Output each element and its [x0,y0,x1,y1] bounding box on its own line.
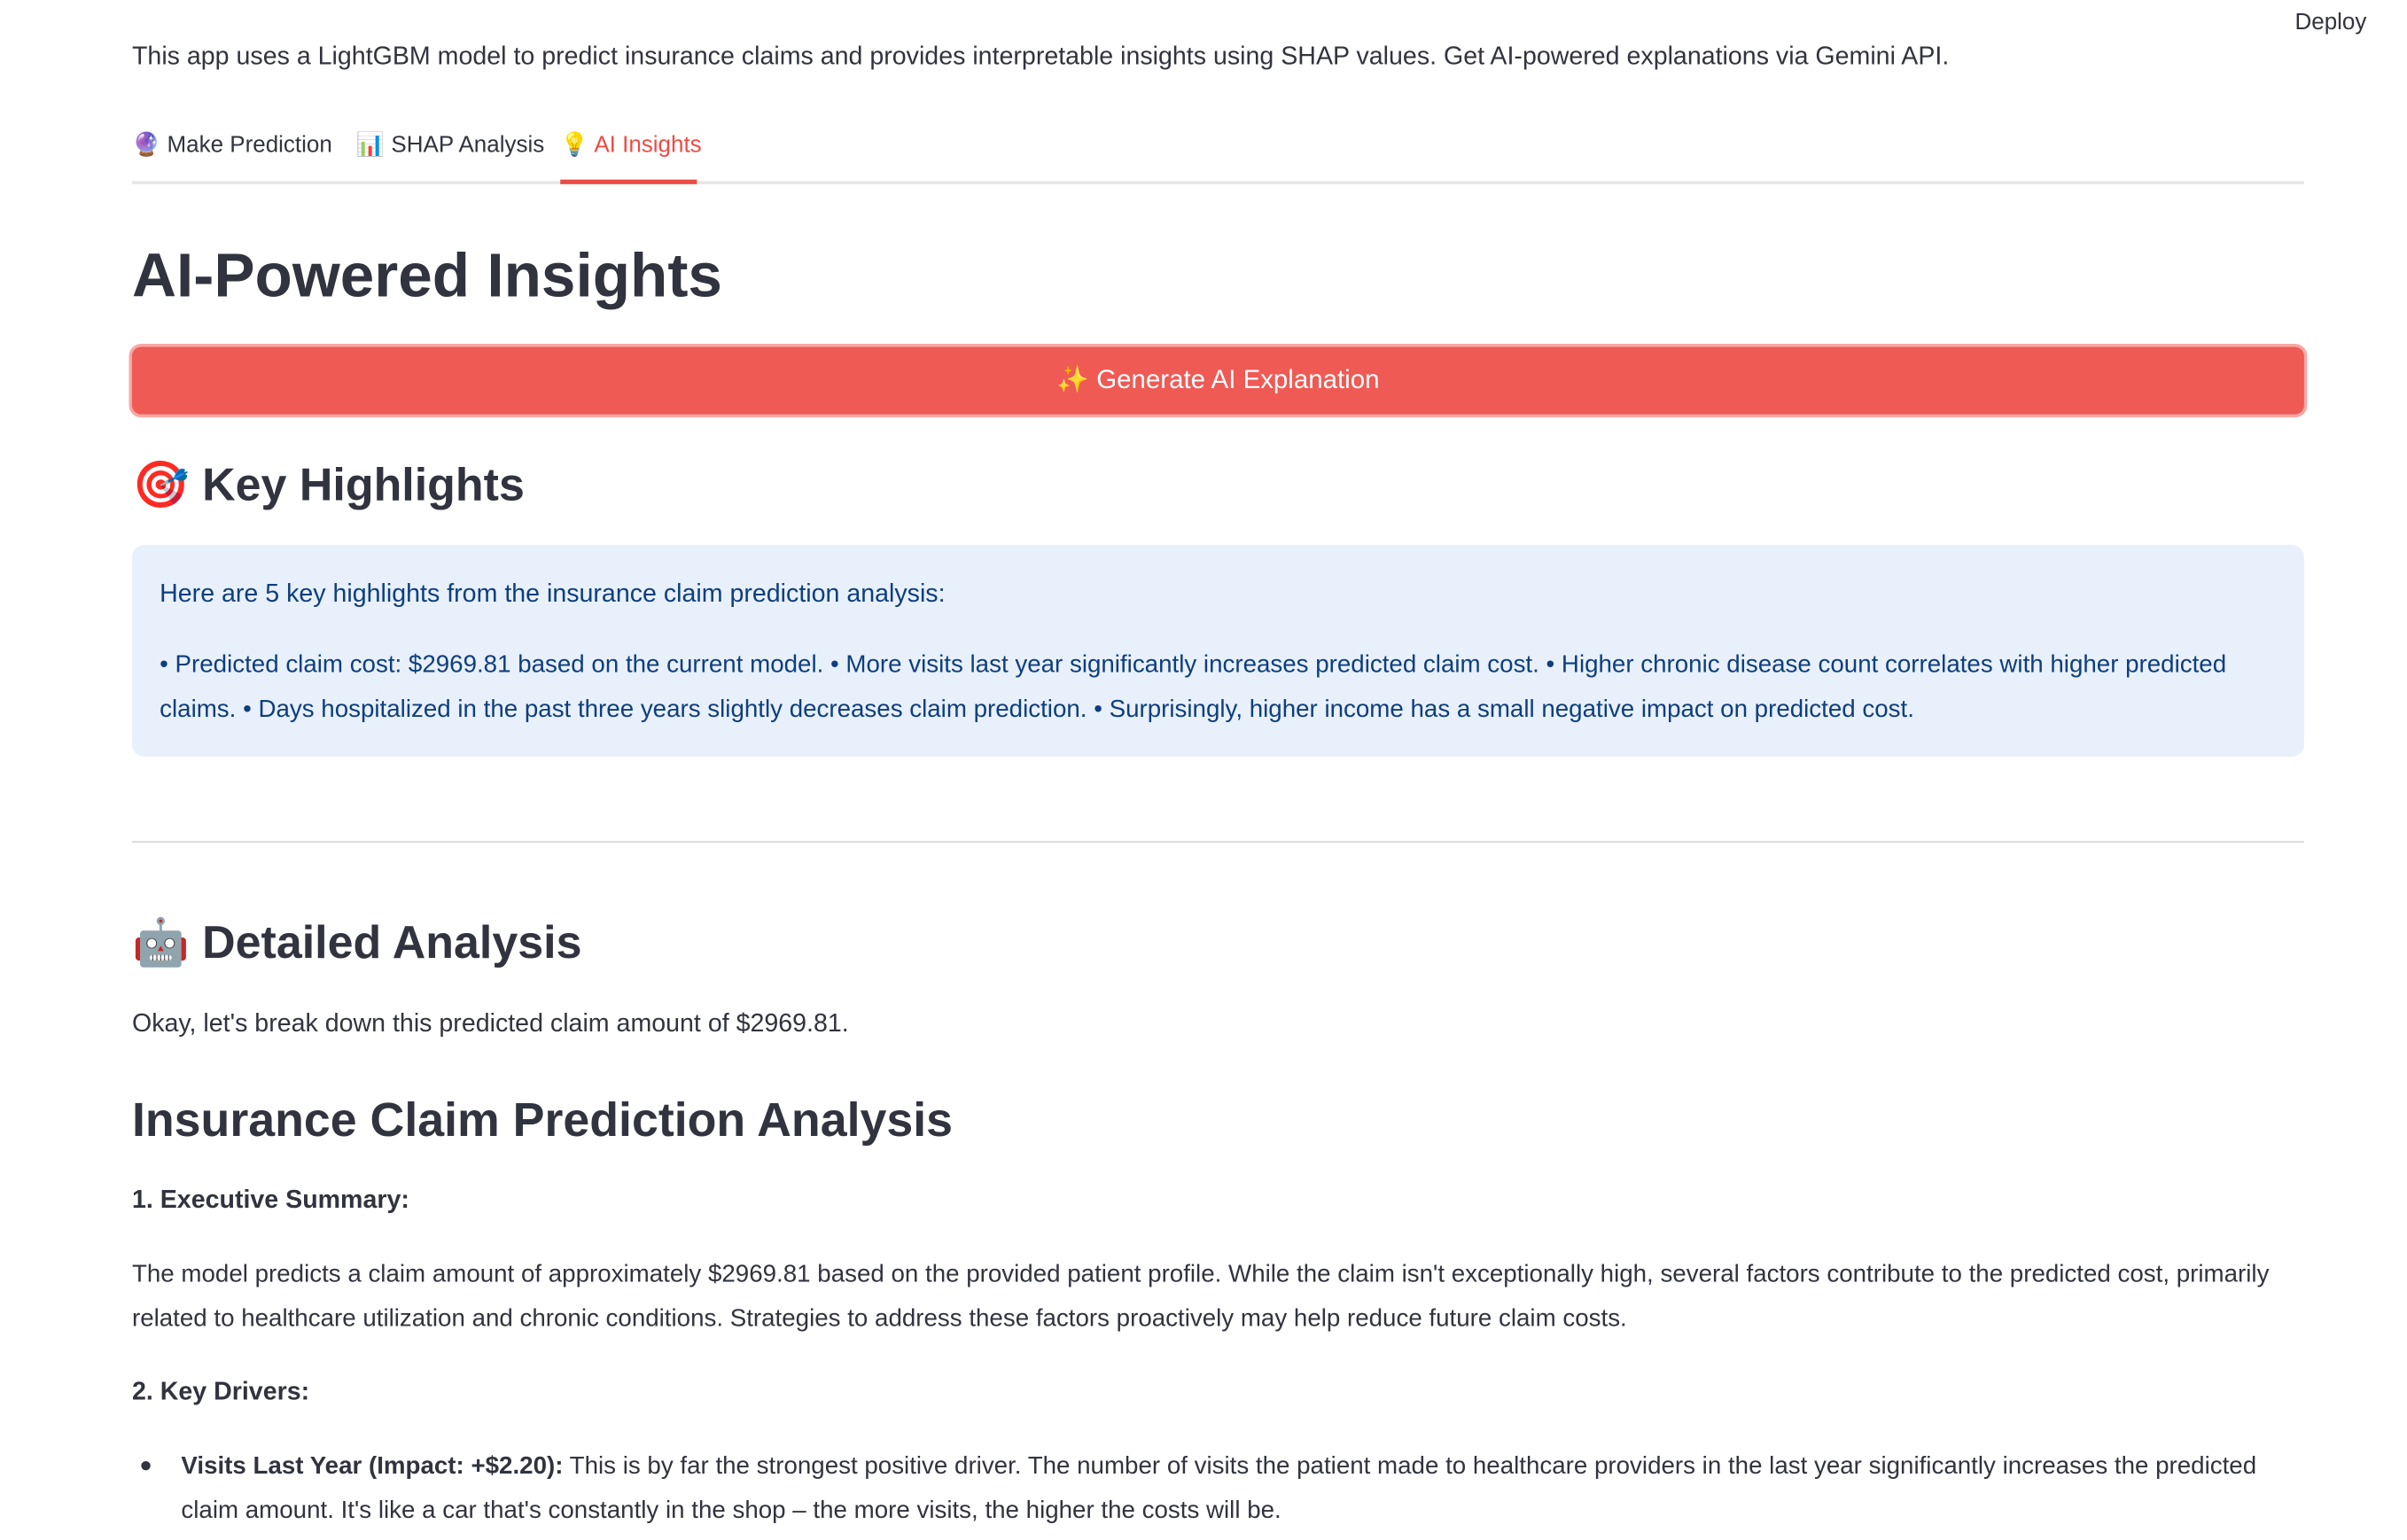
info-box: Here are 5 key highlights from the insur… [131,544,2304,757]
tab-divider [131,181,2304,184]
tab[interactable]: 🔮 Make Prediction [131,131,332,159]
list-text: This is by far the strongest positive dr… [181,1453,2257,1524]
paragraph: Okay, let's break down this predicted cl… [131,1009,849,1038]
page-title: AI-Powered Insights [131,242,722,310]
section-heading: 🎯 Key Highlights [131,460,525,511]
bullet [141,1460,151,1471]
subheading: Insurance Claim Prediction Analysis [131,1093,954,1147]
deploy-button[interactable]: Deploy [2294,9,2367,35]
tab-active[interactable]: 💡 AI Insights [560,131,702,159]
paragraph: The model predicts a claim amount of app… [131,1261,2270,1333]
generate-button[interactable]: ✨ Generate AI Explanation [129,343,2308,418]
bold-label: Visits Last Year (Impact: +$2.20): [181,1453,564,1480]
bold-label: 1. Executive Summary: [131,1186,409,1215]
intro-text: This app uses a LightGBM model to predic… [131,43,1950,71]
info-intro: Here are 5 key highlights from the insur… [160,579,946,608]
tab[interactable]: 📊 SHAP Analysis [355,131,545,159]
divider [131,841,2304,843]
info-text: • Predicted claim cost: $2969.81 based o… [160,652,2227,723]
section-heading: 🤖 Detailed Analysis [131,917,582,968]
tab-indicator [560,179,697,184]
list-item: Visits Last Year (Impact: +$2.20): This … [181,1444,2303,1533]
bold-label: 2. Key Drivers: [131,1378,310,1406]
